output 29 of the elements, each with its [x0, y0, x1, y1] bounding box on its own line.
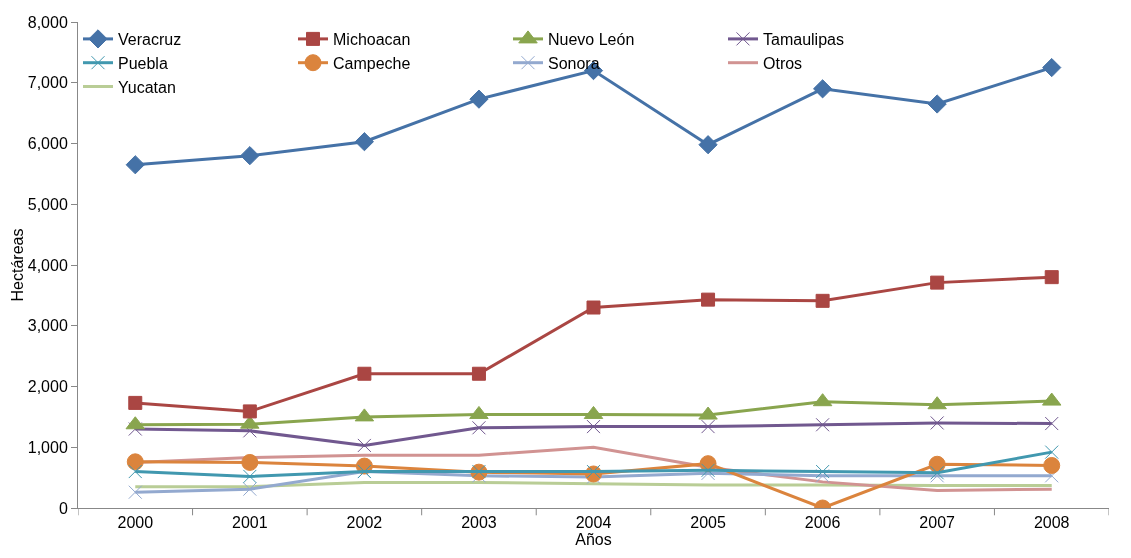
legend-label: Tamaulipas	[763, 31, 844, 49]
y-tick-label: 3,000	[27, 317, 68, 335]
y-tick-label: 0	[58, 499, 68, 517]
y-tick-label: 7,000	[27, 74, 68, 92]
x-tick-label: 2001	[232, 514, 268, 532]
y-tick-label: 1,000	[27, 438, 68, 456]
x-tick-label: 2004	[575, 514, 612, 532]
x-axis-title: Años	[575, 531, 612, 549]
x-tick-label: 2007	[919, 514, 956, 532]
legend-label: Sonora	[548, 54, 600, 72]
y-tick-label: 5,000	[27, 195, 68, 213]
y-tick-label: 8,000	[27, 13, 68, 31]
y-axis-title: Hectáreas	[8, 228, 26, 302]
legend-label: Yucatan	[118, 78, 176, 96]
y-tick-label: 4,000	[27, 256, 68, 274]
x-tick-label: 2000	[117, 514, 154, 532]
y-tick-label: 6,000	[27, 135, 68, 153]
legend-label: Puebla	[118, 54, 168, 72]
x-tick-label: 2002	[346, 514, 383, 532]
x-tick-label: 2005	[690, 514, 726, 532]
y-tick-label: 2,000	[27, 378, 68, 396]
legend-label: Campeche	[333, 54, 411, 72]
legend-label: Otros	[763, 54, 803, 72]
x-tick-label: 2006	[804, 514, 841, 532]
legend-label: Michoacan	[333, 31, 411, 49]
x-tick-label: 2003	[461, 514, 497, 532]
legend-label: Veracruz	[118, 31, 182, 49]
legend-label: Nuevo León	[548, 31, 635, 49]
x-tick-label: 2008	[1033, 514, 1070, 532]
